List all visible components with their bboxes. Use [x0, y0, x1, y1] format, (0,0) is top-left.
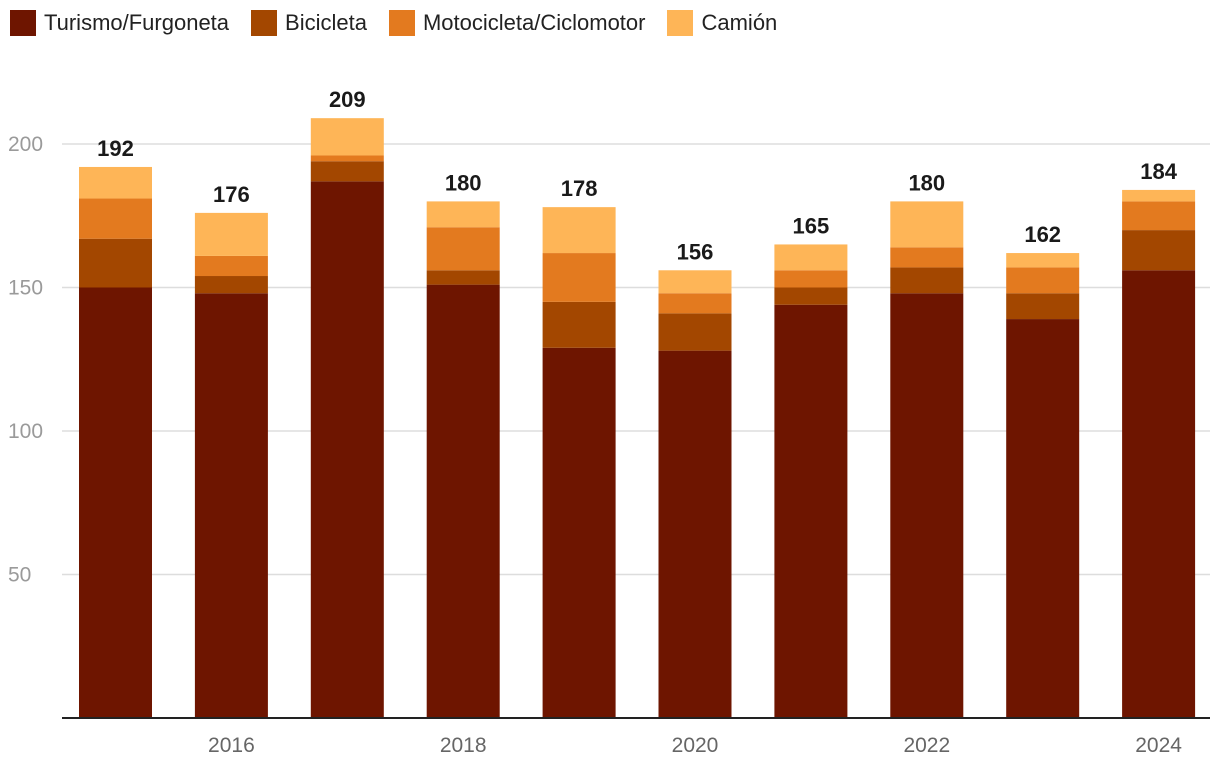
bar-segment-2022-2	[890, 247, 964, 268]
bar-segment-2020-0	[658, 350, 732, 718]
legend-swatch-motocicleta	[388, 10, 415, 36]
total-label-2021: 165	[793, 213, 830, 238]
bar-segment-2021-1	[774, 287, 848, 305]
bar-segment-2015-3	[79, 166, 152, 199]
bar-segment-2024-3	[1122, 189, 1196, 202]
bar-segment-2016-1	[194, 276, 268, 294]
total-label-2015: 192	[97, 136, 134, 161]
total-label-2019: 178	[561, 176, 598, 201]
bar-segment-2022-1	[890, 267, 964, 294]
y-tick-label-200: 200	[8, 133, 43, 156]
bar-segment-2017-1	[310, 161, 384, 182]
bar-segment-2018-2	[426, 227, 500, 271]
bar-segment-2017-3	[310, 118, 384, 156]
legend-label-motocicleta: Motocicleta/Ciclomotor	[422, 10, 646, 35]
legend-item-bicicleta: Bicicleta	[251, 10, 367, 36]
bar-segment-2021-3	[774, 244, 848, 271]
y-tick-label-150: 150	[8, 277, 43, 300]
bar-segment-2018-3	[426, 201, 500, 228]
bar-segment-2016-0	[194, 293, 268, 718]
bar-segment-2020-1	[658, 313, 732, 351]
bar-segment-2020-2	[658, 293, 732, 314]
legend-swatch-turismo	[10, 10, 36, 36]
legend-item-camion: Camión	[667, 10, 777, 36]
bar-segment-2017-0	[310, 181, 384, 718]
bar-segment-2023-3	[1006, 253, 1080, 268]
x-tick-label-2016: 2016	[208, 734, 255, 757]
total-label-2017: 209	[329, 87, 366, 112]
legend-label-bicicleta: Bicicleta	[285, 10, 367, 35]
total-label-2024: 184	[1140, 159, 1177, 184]
legend-item-motocicleta: Motocicleta/Ciclomotor	[388, 10, 646, 36]
bar-segment-2019-0	[542, 347, 616, 718]
x-tick-label-2018: 2018	[440, 734, 487, 757]
bar-segment-2023-0	[1006, 319, 1080, 718]
bar-segment-2016-2	[194, 255, 268, 277]
bar-segment-2024-0	[1122, 270, 1196, 718]
y-tick-label-100: 100	[8, 420, 43, 443]
total-label-2022: 180	[908, 170, 945, 195]
bar-segment-2024-2	[1122, 201, 1196, 231]
bar-segment-2019-3	[542, 207, 616, 254]
x-tick-label-2020: 2020	[672, 734, 719, 757]
legend-swatch-camion	[667, 10, 694, 36]
bar-segment-2015-2	[79, 198, 152, 239]
legend-label-camion: Camión	[701, 10, 778, 35]
bar-segment-2023-2	[1006, 267, 1080, 294]
legend-item-turismo: Turismo/Furgoneta	[10, 10, 229, 36]
bar-segment-2024-1	[1122, 230, 1196, 271]
bar-segment-2020-3	[658, 270, 732, 294]
y-tick-label-50: 50	[8, 564, 31, 587]
total-label-2020: 156	[677, 239, 714, 264]
legend-label-turismo: Turismo/Furgoneta	[44, 10, 230, 35]
bar-segment-2023-1	[1006, 293, 1080, 320]
bar-segment-2019-2	[542, 253, 616, 302]
bar-segment-2022-3	[890, 201, 964, 248]
total-label-2023: 162	[1024, 222, 1061, 247]
chart-legend: Turismo/Furgoneta Bicicleta Motocicleta/…	[10, 10, 799, 36]
bar-segment-2019-1	[542, 301, 616, 348]
bar-segment-2021-2	[774, 270, 848, 288]
total-label-2018: 180	[445, 170, 482, 195]
bar-segment-2017-2	[310, 155, 384, 162]
x-tick-label-2022: 2022	[903, 734, 950, 757]
bar-segment-2015-0	[79, 287, 152, 718]
legend-swatch-bicicleta	[251, 10, 278, 36]
bar-segment-2018-0	[426, 284, 500, 718]
bar-segment-2021-0	[774, 304, 848, 718]
x-tick-label-2024: 2024	[1135, 734, 1182, 757]
bar-segment-2015-1	[79, 238, 152, 288]
bar-segment-2016-3	[194, 212, 268, 256]
bar-segment-2022-0	[890, 293, 964, 718]
total-label-2016: 176	[213, 182, 250, 207]
bar-segment-2018-1	[426, 270, 500, 285]
